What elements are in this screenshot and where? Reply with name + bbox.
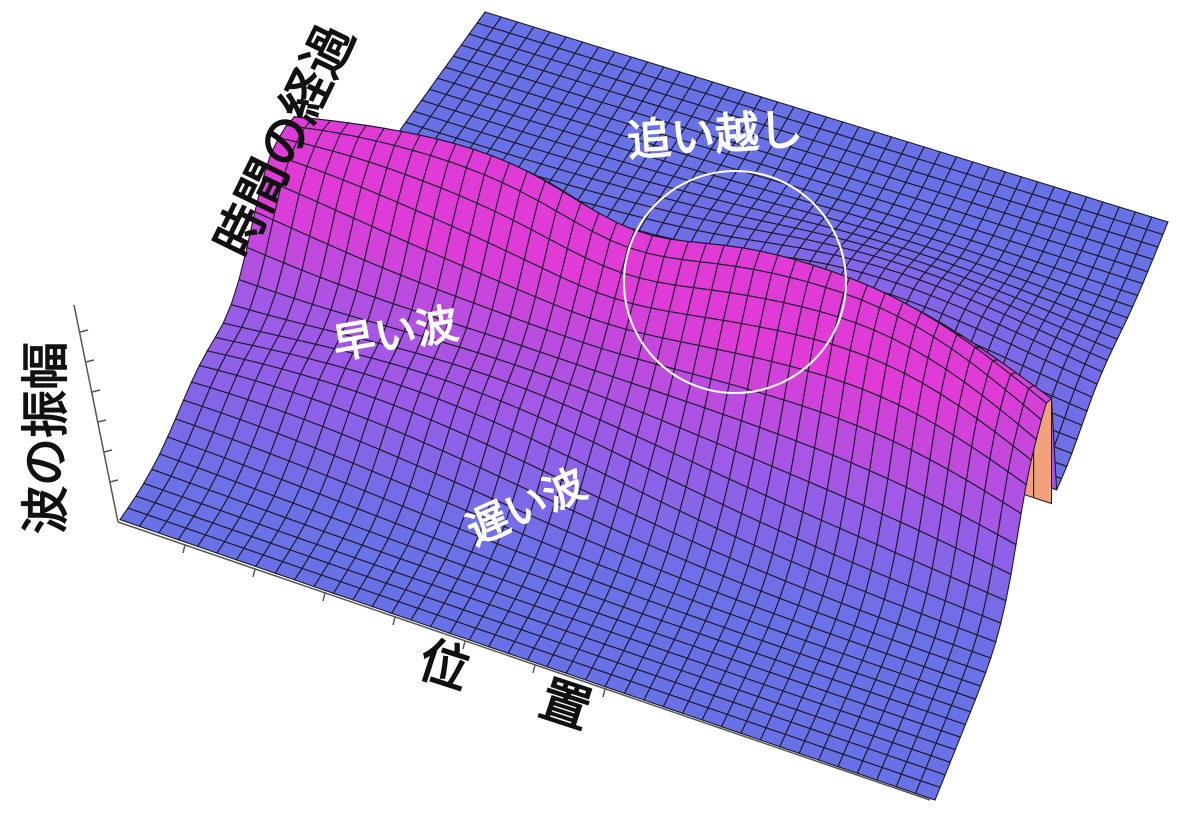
amplitude-axis [73,304,119,523]
overtaking-label: 追い越し [625,104,804,167]
surface-cell [914,780,941,801]
amplitude-axis-label: 波の振幅 [18,342,74,534]
wave-surface-mesh [119,11,1169,801]
position-axis [117,521,931,801]
overtaking-highlight-circle [623,170,847,394]
